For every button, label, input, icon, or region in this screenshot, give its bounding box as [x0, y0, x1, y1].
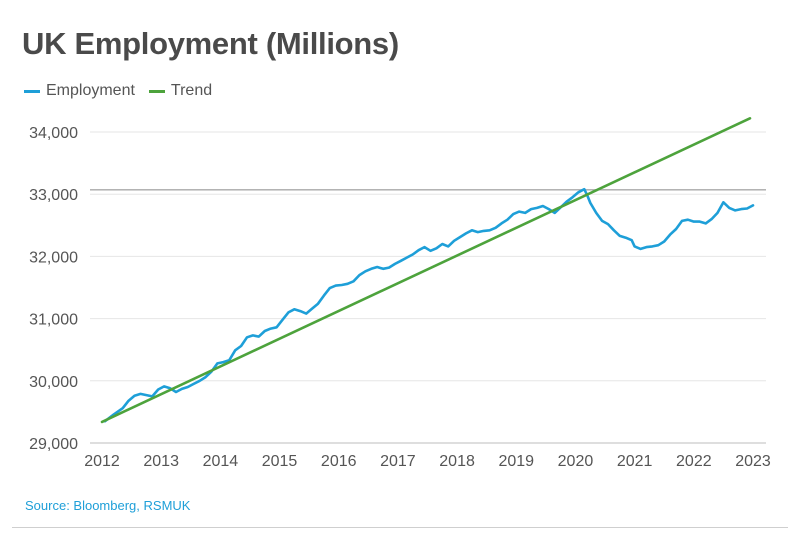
x-tick-label: 2018	[439, 453, 475, 470]
legend-swatch-employment	[24, 89, 40, 93]
legend-swatch-trend	[148, 89, 165, 93]
x-tick-label: 2017	[380, 453, 416, 470]
y-tick-label: 32,000	[29, 249, 78, 266]
x-tick-label: 2014	[203, 453, 239, 470]
y-tick-label: 29,000	[29, 436, 78, 453]
x-tick-label: 2023	[735, 453, 771, 470]
x-tick-label: 2016	[321, 453, 357, 470]
x-tick-label: 2022	[676, 453, 712, 470]
legend-item-employment: Employment	[24, 82, 135, 100]
series-line-trend	[100, 117, 752, 424]
chart-title: UK Employment (Millions)	[22, 26, 399, 61]
x-tick-label: 2012	[84, 453, 120, 470]
legend-item-trend: Trend	[148, 82, 213, 100]
footer-divider	[12, 527, 788, 528]
series-line-employment	[103, 187, 755, 423]
chart-legend: Employment Trend	[24, 81, 226, 101]
y-tick-label: 34,000	[29, 125, 78, 142]
x-tick-label: 2021	[617, 453, 653, 470]
x-tick-label: 2015	[262, 453, 298, 470]
source-note: Source: Bloomberg, RSMUK	[25, 498, 191, 513]
x-tick-label: 2013	[143, 453, 179, 470]
y-tick-label: 33,000	[29, 187, 78, 204]
legend-label-employment: Employment	[46, 82, 135, 99]
legend-label-trend: Trend	[170, 82, 213, 99]
x-tick-label: 2020	[558, 453, 594, 470]
y-tick-label: 30,000	[29, 374, 78, 391]
y-tick-label: 31,000	[29, 312, 78, 329]
x-tick-label: 2019	[498, 453, 534, 470]
